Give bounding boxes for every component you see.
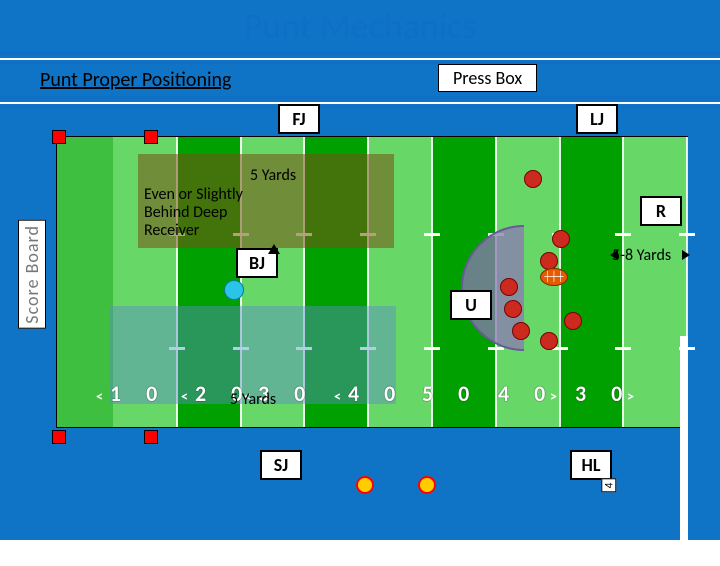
yard-number: 3 0 [575, 380, 632, 407]
yard-chevron-right: > [550, 388, 557, 405]
pos-lj: LJ [576, 104, 618, 134]
pos-fj: FJ [278, 104, 320, 134]
offense-player [500, 278, 518, 296]
offense-player [564, 312, 582, 330]
field-right-edge [680, 336, 688, 566]
yard-number: 4 0 [348, 380, 405, 407]
note-5yards-top: 5 Yards [250, 166, 296, 185]
arrow-r-right [682, 250, 690, 260]
gunner-player [524, 170, 542, 188]
yard-chevron-left: < [181, 388, 188, 405]
target-marker [356, 476, 374, 494]
dynamic-layer: <1 0<2 0<3 0<4 05 04 0>3 0>┼┼┼FJLJBJRUSJ… [0, 0, 720, 540]
corner-marker [52, 430, 66, 444]
note-deep-receiver: Even or Slightly Behind Deep Receiver [144, 186, 243, 240]
corner-marker [52, 130, 66, 144]
yard-number: 4 0 [498, 380, 555, 407]
pos-r: R [640, 196, 682, 226]
pos-sj: SJ [260, 450, 302, 480]
corner-marker [144, 130, 158, 144]
football-icon: ┼┼┼ [540, 268, 568, 286]
offense-player [504, 300, 522, 318]
note-5-8-yards: 5-8 Yards [612, 246, 671, 265]
yard-number: 5 0 [422, 380, 479, 407]
target-marker [418, 476, 436, 494]
pos-hl: HL [570, 450, 612, 480]
pos-u: U [450, 290, 492, 320]
arrow-r-left [610, 250, 618, 260]
yard-number: 1 0 [110, 380, 167, 407]
offense-player [540, 332, 558, 350]
offense-player [552, 230, 570, 248]
misc-label-4: 4 [601, 479, 616, 493]
deep-receiver [224, 280, 244, 300]
note-5yards-bottom: 5 Yards [230, 390, 276, 409]
arrow-bj [268, 244, 280, 254]
yard-chevron-right: > [627, 388, 634, 405]
yard-chevron-left: < [334, 388, 341, 405]
offense-player [512, 322, 530, 340]
corner-marker [144, 430, 158, 444]
yard-chevron-left: < [96, 388, 103, 405]
